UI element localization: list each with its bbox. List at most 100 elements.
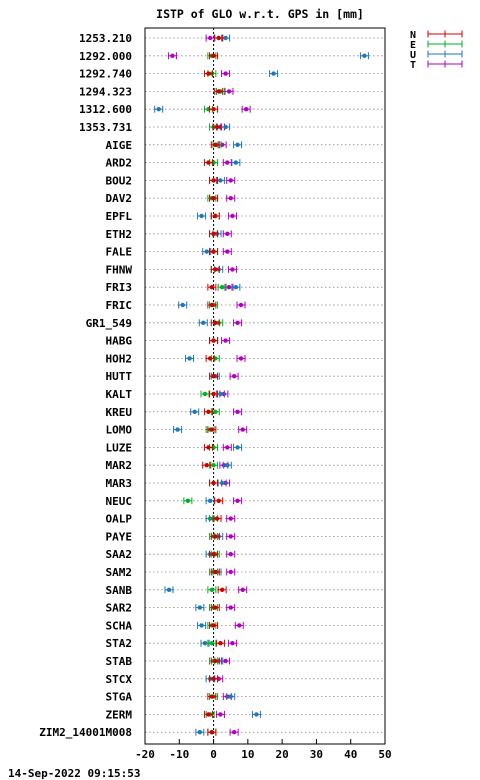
station-label: STAB (106, 655, 133, 668)
point-e (200, 390, 210, 398)
point-u (195, 604, 205, 612)
station-label: DAV2 (106, 192, 133, 205)
x-tick-label: 0 (210, 748, 217, 761)
station-label: ETH2 (106, 228, 133, 241)
point-marker (243, 107, 249, 112)
point-n (207, 728, 217, 736)
point-marker (211, 391, 216, 397)
point-n (210, 319, 220, 327)
point-marker (209, 587, 215, 592)
point-marker (166, 587, 172, 592)
point-marker (228, 516, 233, 521)
point-marker (228, 694, 233, 699)
point-n (203, 408, 213, 416)
point-marker (228, 569, 233, 575)
point-marker (204, 463, 209, 468)
x-axis: -20 -10 0 10 20 30 40 50 (135, 739, 392, 761)
point-n (203, 159, 213, 167)
point-marker (218, 391, 223, 397)
point-marker (225, 160, 230, 165)
point-marker (211, 623, 216, 628)
point-n (214, 87, 224, 95)
station-label: ARD2 (106, 157, 133, 170)
point-marker (225, 231, 230, 236)
point-marker (206, 445, 211, 450)
point-t (229, 728, 239, 736)
point-t (222, 248, 232, 256)
station-label: 1292.740 (79, 68, 132, 81)
point-marker (233, 285, 239, 290)
point-u (185, 354, 195, 362)
station-label: FRI3 (106, 281, 133, 294)
point-marker (211, 552, 216, 557)
point-marker (219, 587, 225, 592)
point-marker (214, 516, 220, 521)
point-u (205, 497, 215, 505)
point-n (210, 568, 220, 576)
point-n (209, 52, 219, 60)
point-n (215, 639, 225, 647)
point-marker (218, 712, 223, 717)
point-u (233, 443, 243, 451)
point-n (209, 230, 219, 238)
point-n (209, 372, 219, 380)
station-label: 1353.731 (79, 121, 132, 134)
point-t (233, 497, 243, 505)
point-marker (228, 552, 233, 557)
station-label: ZIM2_14001M008 (39, 726, 132, 739)
point-marker (175, 427, 180, 432)
point-u (221, 123, 231, 131)
station-label: GR1_549 (86, 317, 132, 330)
point-t (222, 443, 232, 451)
point-n (209, 479, 219, 487)
station-label: 1292.000 (79, 50, 132, 63)
point-marker (211, 463, 216, 468)
point-marker (235, 498, 240, 503)
point-marker (228, 605, 233, 610)
point-t (205, 34, 215, 42)
point-n (210, 212, 220, 220)
point-marker (209, 302, 215, 308)
point-t (238, 586, 248, 594)
point-marker (237, 623, 242, 628)
point-marker (209, 730, 215, 735)
point-marker (197, 605, 203, 610)
point-marker (209, 285, 215, 290)
point-marker (230, 641, 235, 646)
x-tick-label: 30 (310, 748, 323, 761)
point-n (214, 34, 224, 42)
station-label: AIGE (106, 139, 133, 152)
point-u (251, 710, 261, 718)
y-axis-labels: 1253.210 1292.000 1292.740 1294.323 1312.600… (39, 32, 132, 739)
point-u (164, 586, 174, 594)
point-marker (207, 498, 213, 503)
point-u (231, 159, 241, 167)
point-marker (240, 427, 245, 432)
marks-layer (154, 34, 369, 736)
point-e (207, 639, 217, 647)
point-u (173, 426, 183, 434)
point-e (183, 497, 193, 505)
legend-label: T (410, 60, 416, 71)
point-t (233, 408, 243, 416)
point-u (198, 319, 208, 327)
point-n (209, 550, 219, 558)
point-n (212, 123, 222, 131)
legend-label: E (410, 40, 416, 51)
point-marker (219, 480, 225, 486)
station-label: HUTT (106, 370, 133, 383)
point-u (269, 70, 279, 78)
point-t (226, 176, 236, 184)
point-u (233, 141, 243, 149)
timestamp: 14-Sep-2022 09:15:53 (8, 767, 140, 780)
point-marker (156, 107, 161, 112)
point-marker (202, 641, 208, 646)
legend-label: U (410, 50, 416, 61)
point-marker (211, 196, 216, 201)
chart-title: ISTP of GLO w.r.t. GPS in [mm] (156, 7, 364, 21)
point-marker (206, 712, 211, 717)
point-t (226, 532, 236, 540)
point-u (178, 301, 188, 309)
point-marker (228, 534, 233, 539)
station-label: EPFL (106, 210, 133, 223)
